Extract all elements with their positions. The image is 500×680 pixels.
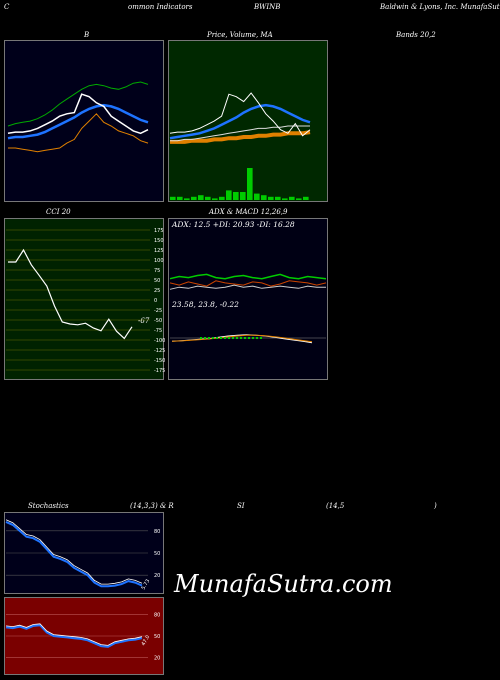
macd-histogram-bar (240, 337, 242, 339)
bollinger-title: B (84, 31, 90, 39)
ma-long-line (170, 130, 311, 144)
stoch-tick-label: 20 (154, 573, 160, 579)
cci-tick-label: -25 (154, 308, 162, 314)
plus-di-line (169, 273, 327, 280)
adx-macd-title: ADX & MACD 12,26,9 (209, 208, 288, 216)
macd-histogram-bar (212, 337, 214, 339)
macd-histogram-bar (248, 337, 250, 339)
volume-bar (177, 196, 183, 200)
rsi-tick-label: 80 (154, 612, 160, 618)
adx-macd-panel (168, 218, 328, 380)
cci-tick-label: -175 (154, 368, 165, 374)
rsi-tick-label: 50 (154, 634, 160, 640)
cci-title: CCI 20 (46, 208, 71, 216)
volume-bar (261, 195, 267, 200)
volume-bar (198, 195, 204, 200)
volume-bar (184, 198, 190, 200)
macd-histogram-bar (260, 337, 262, 339)
watermark: MunafaSutra.com (174, 570, 393, 598)
volume-bar (268, 196, 274, 200)
volume-bar (296, 198, 302, 200)
macd-histogram-bar (200, 337, 202, 339)
header-left: C (4, 3, 10, 11)
volume-bar (247, 168, 253, 200)
cci-tick-label: 175 (154, 228, 164, 234)
minus-di-line (169, 280, 327, 287)
bands-right-title: Bands 20,2 (396, 31, 436, 39)
volume-bar (212, 198, 218, 200)
price-line (169, 92, 311, 137)
macd-histogram-bar (252, 337, 254, 339)
macd-values: 23.58, 23.8, -0.22 (172, 300, 239, 309)
header-symbol: BWINB (254, 3, 281, 11)
macd-histogram-bar (220, 337, 222, 339)
volume-bar (191, 196, 197, 200)
cci-tick-label: -100 (154, 338, 165, 344)
stoch-tick-label: 50 (154, 551, 160, 557)
macd-histogram-bar (244, 337, 246, 339)
ma-short-line (169, 103, 311, 140)
macd-histogram-bar (224, 337, 226, 339)
price-ma-title: Price, Volume, MA (207, 31, 273, 39)
stochastics-params: (14,3,3) & R (130, 502, 174, 510)
volume-bar (289, 196, 295, 200)
macd-histogram-bar (256, 337, 258, 339)
cci-tick-label: -75 (154, 328, 162, 334)
rsi-signal-line (5, 623, 143, 646)
macd-histogram-bar (216, 337, 218, 339)
rsi-line (5, 624, 143, 648)
macd-histogram-bar (204, 337, 206, 339)
volume-bar (303, 196, 309, 200)
macd-histogram-bar (208, 337, 210, 339)
cci-tick-label: 50 (154, 278, 160, 284)
volume-bar (170, 196, 176, 200)
ma-mid-line (170, 125, 310, 142)
rsi-params-close: ) (434, 502, 437, 510)
cci-tick-label: 125 (154, 248, 164, 254)
cci-tick-label: -125 (154, 348, 165, 354)
volume-bar (233, 192, 239, 200)
signal-line (171, 334, 313, 343)
macd-histogram-bar (232, 337, 234, 339)
cci-tick-label: -150 (154, 358, 165, 364)
volume-bar (282, 198, 288, 200)
cci-panel (4, 218, 164, 380)
stoch-tick-label: 80 (154, 529, 160, 535)
volume-bar (219, 196, 225, 200)
bb-middle-line (7, 103, 149, 140)
volume-bar (205, 196, 211, 200)
cci-tick-label: 150 (154, 238, 164, 244)
volume-bar (226, 190, 232, 200)
macd-histogram-bar (228, 337, 230, 339)
volume-bar (240, 192, 246, 200)
cci-line (8, 248, 133, 340)
bb-lower-line (8, 113, 149, 153)
bb-upper-line (7, 81, 149, 127)
rsi-tick-label: 20 (154, 656, 160, 662)
header-indicators: ommon Indicators (128, 3, 193, 11)
cci-tick-label: 75 (154, 268, 160, 274)
cci-value-label: -67 (138, 317, 150, 325)
cci-tick-label: 25 (154, 288, 160, 294)
bb-price-line (7, 93, 149, 135)
stoch-d-line (5, 519, 143, 585)
rsi-title: SI (237, 502, 245, 510)
adx-values: ADX: 12.5 +DI: 20.93 -DI: 16.28 (172, 220, 295, 229)
cci-tick-label: -50 (154, 318, 162, 324)
volume-bar (275, 196, 281, 200)
header-company: Baldwin & Lyons, Inc. MunafaSutra.com (380, 3, 500, 11)
rsi-value-label: 47.0 (141, 634, 152, 647)
volume-bar (254, 193, 260, 200)
cci-tick-label: 0 (154, 298, 157, 304)
macd-histogram-bar (236, 337, 238, 339)
cci-tick-label: 100 (154, 258, 164, 264)
stoch-value-label: 5.73 (141, 578, 152, 591)
stochastics-title: Stochastics (28, 502, 69, 510)
stoch-k-line (5, 520, 143, 588)
adx-line (169, 284, 326, 290)
rsi-params: (14,5 (326, 502, 345, 510)
